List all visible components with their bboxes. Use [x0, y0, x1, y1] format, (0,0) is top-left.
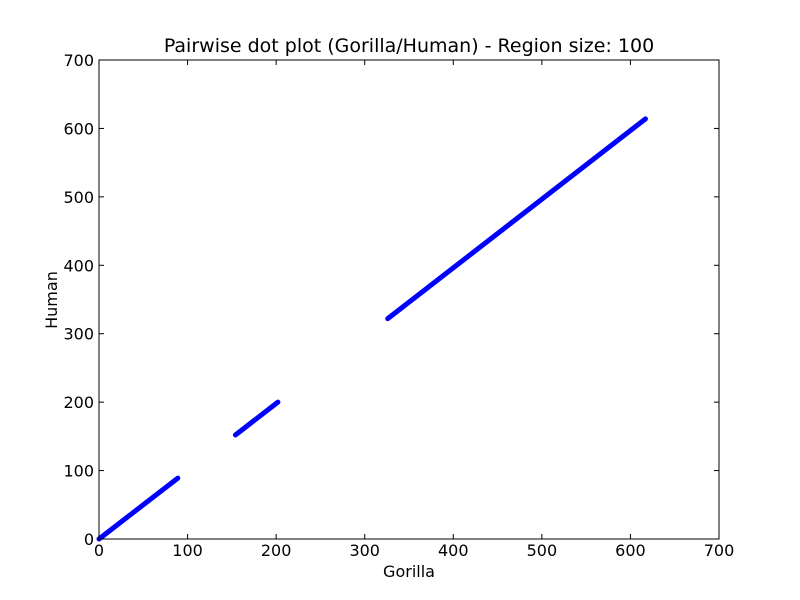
y-tick-label: 100 — [63, 462, 94, 481]
y-tick-label: 500 — [63, 188, 94, 207]
x-tick-label: 200 — [261, 541, 292, 560]
chart-title: Pairwise dot plot (Gorilla/Human) - Regi… — [164, 35, 654, 57]
match-segment-1 — [96, 475, 181, 542]
data-marks — [96, 116, 648, 542]
y-tick-label: 200 — [63, 393, 94, 412]
plot-frame — [98, 59, 720, 540]
x-tick-label: 0 — [94, 541, 104, 560]
y-tick-label: 600 — [63, 119, 94, 138]
y-axis-label: Human — [42, 271, 61, 329]
x-axis-label: Gorilla — [383, 562, 435, 581]
match-segment-3 — [385, 116, 648, 322]
x-tick-label: 700 — [704, 541, 735, 560]
x-tick-label: 300 — [349, 541, 380, 560]
y-tick-label: 700 — [63, 51, 94, 70]
x-tick-label: 600 — [615, 541, 646, 560]
y-tick-label: 0 — [84, 530, 94, 549]
y-tick-label: 400 — [63, 256, 94, 275]
axis-ticks: 0 100 200 300 400 500 600 700 0 100 200 300 400 500 60… — [63, 51, 734, 560]
match-segment-2 — [232, 399, 281, 438]
x-tick-label: 400 — [438, 541, 469, 560]
x-tick-label: 500 — [527, 541, 558, 560]
y-tick-label: 300 — [63, 325, 94, 344]
x-tick-label: 100 — [172, 541, 203, 560]
